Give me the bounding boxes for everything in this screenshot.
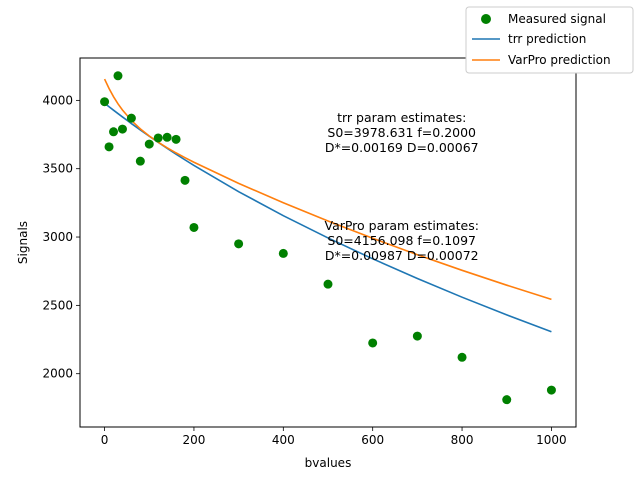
measured-signal-point bbox=[502, 395, 512, 405]
legend-label-varpro-prediction: VarPro prediction bbox=[508, 53, 611, 67]
measured-signal-point bbox=[278, 248, 288, 258]
legend: Measured signal trr prediction VarPro pr… bbox=[465, 6, 634, 74]
y-tick-label: 3000 bbox=[42, 230, 73, 244]
y-tick-label: 3500 bbox=[42, 162, 73, 176]
measured-signal-point bbox=[153, 133, 163, 143]
annotation-trr-line: S0=3978.631 f=0.2000 bbox=[327, 125, 476, 140]
annotation-varpro-line: D*=0.00987 D=0.00072 bbox=[325, 248, 479, 263]
x-tick-label: 800 bbox=[451, 433, 474, 447]
x-tick-label: 400 bbox=[272, 433, 295, 447]
plot-area bbox=[79, 57, 577, 428]
trr-prediction-line bbox=[104, 102, 552, 333]
x-tick-label: 600 bbox=[361, 433, 384, 447]
measured-signal-point bbox=[189, 222, 199, 232]
legend-marker-measured-signal bbox=[481, 14, 491, 24]
y-tick-label: 4000 bbox=[42, 93, 73, 107]
measured-signal-point bbox=[323, 279, 333, 289]
x-axis-label: bvalues bbox=[305, 456, 352, 470]
y-axis-label: Signals bbox=[16, 221, 30, 264]
y-tick-label: 2000 bbox=[42, 367, 73, 381]
x-tick-label: 200 bbox=[182, 433, 205, 447]
measured-signal-point bbox=[180, 175, 190, 185]
legend-label-measured-signal: Measured signal bbox=[508, 12, 606, 26]
legend-label-trr-prediction: trr prediction bbox=[508, 32, 586, 46]
parameter-annotations: trr param estimates:S0=3978.631 f=0.2000… bbox=[324, 110, 478, 263]
measured-signal-point bbox=[109, 127, 119, 137]
measured-signal-point bbox=[126, 113, 136, 123]
measured-signal-point bbox=[171, 134, 181, 144]
x-tick-label: 0 bbox=[101, 433, 109, 447]
measured-signal-point bbox=[117, 124, 127, 134]
annotation-varpro-line: VarPro param estimates: bbox=[324, 218, 478, 233]
measured-signal-point bbox=[104, 142, 114, 152]
annotation-varpro-line: S0=4156.098 f=0.1097 bbox=[327, 233, 476, 248]
annotation-trr-line: D*=0.00169 D=0.00067 bbox=[325, 140, 479, 155]
axes-background bbox=[80, 58, 576, 427]
varpro-prediction-line bbox=[103, 78, 552, 301]
measured-signal-point bbox=[546, 385, 556, 395]
measured-signal-point bbox=[144, 139, 154, 149]
y-axis-ticks: 2000 2500 3000 3500 4000 bbox=[42, 93, 80, 381]
measured-signal-point bbox=[457, 352, 467, 362]
series-layer bbox=[100, 71, 556, 405]
measured-signal-point bbox=[412, 331, 422, 341]
measured-signal-point bbox=[162, 132, 172, 142]
legend-frame bbox=[465, 6, 634, 74]
annotation-trr-line: trr param estimates: bbox=[337, 110, 466, 125]
measured-signal-point bbox=[234, 239, 244, 249]
x-axis-ticks: 0 200 400 600 800 1000 bbox=[101, 427, 567, 447]
measured-signal-point bbox=[368, 338, 378, 348]
measured-signal-point bbox=[100, 97, 110, 107]
y-tick-label: 2500 bbox=[42, 298, 73, 312]
measured-signal-point bbox=[113, 71, 123, 81]
axes-frame bbox=[79, 57, 577, 428]
x-tick-label: 1000 bbox=[536, 433, 567, 447]
measured-signal-point bbox=[135, 156, 145, 166]
